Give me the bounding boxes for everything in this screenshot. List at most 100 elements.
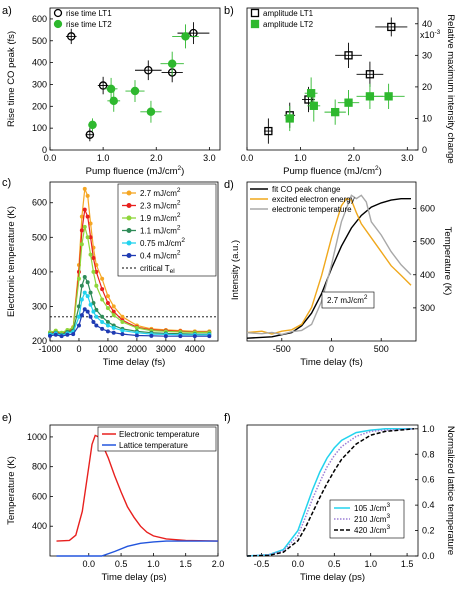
series-line bbox=[56, 434, 219, 542]
y-axis-label-right-f-main: Normalized lattice temperature bbox=[445, 426, 456, 555]
series-line bbox=[246, 428, 415, 557]
y-axis-label-b-main: Relative maximum intensity change bbox=[445, 14, 456, 163]
y-tick-label-a-main: 600 bbox=[32, 14, 47, 24]
data-point bbox=[192, 334, 197, 339]
data-point bbox=[82, 224, 87, 229]
legend-label-sup: 2 bbox=[177, 212, 181, 219]
y-tick-label-d: 300 bbox=[420, 303, 435, 313]
y-tick-label-f-main: 1.0 bbox=[422, 424, 435, 434]
x-axis-label-a-tail: ) bbox=[181, 166, 184, 177]
data-point bbox=[88, 290, 93, 295]
data-point bbox=[111, 309, 116, 314]
data-point bbox=[105, 319, 110, 324]
x-axis-label-b-main: Pump fluence (mJ/cm bbox=[283, 166, 375, 177]
annotation-text: 2.7 mJ/cm2 bbox=[327, 294, 368, 305]
data-point bbox=[144, 66, 153, 75]
legend-label: 0.4 mJ/cm2 bbox=[140, 250, 181, 261]
x-tick-label-f: 0.0 bbox=[292, 559, 305, 569]
y-tick-label-a: 0 bbox=[42, 145, 47, 155]
data-point bbox=[207, 334, 212, 339]
x-tick-label-e-main: 0.5 bbox=[115, 559, 128, 569]
y-tick-label-b-main: 30 bbox=[422, 50, 432, 60]
data-point bbox=[94, 314, 99, 319]
data-point bbox=[82, 186, 87, 191]
x-tick-label-a: 3.0 bbox=[203, 153, 216, 163]
y-tick-label-b-main: 20 bbox=[422, 82, 432, 92]
y-tick-label-d-main: 500 bbox=[420, 237, 435, 247]
legend-label: 210 J/cm3 bbox=[354, 513, 390, 524]
y-tick-label-e: 400 bbox=[32, 521, 47, 531]
legend-box bbox=[97, 426, 217, 452]
y-tick-label-a: 300 bbox=[32, 79, 47, 89]
y-tick-label-c-main: 300 bbox=[32, 301, 47, 311]
legend-label-main: rise time LT2 bbox=[66, 20, 112, 29]
y-tick-label-f-main: 0.8 bbox=[422, 449, 435, 459]
data-point bbox=[387, 22, 396, 32]
x-tick-label-e: 0.0 bbox=[83, 559, 96, 569]
panel-f: -0.5 0.0 0.5 1.0 1.5 0.0 0.2 0.4 0.6 0.8 1.0 f) Time… bbox=[224, 412, 456, 583]
y-multiplier-b-sup: -3 bbox=[435, 29, 441, 36]
y-axis-label-c: Electronic temperature (K) bbox=[6, 206, 17, 317]
y-tick-label-e: 800 bbox=[32, 462, 47, 472]
panel-e: 0.0 0.5 1.0 1.5 2.0 400 600 800 1000 e) Time delay… bbox=[2, 412, 224, 583]
legend-label-main: fit CO peak change bbox=[272, 185, 341, 194]
legend-label-sub: el bbox=[170, 268, 176, 275]
data-point bbox=[134, 333, 139, 338]
panel-label-f: f) bbox=[224, 412, 231, 424]
data-point bbox=[134, 325, 139, 330]
data-point bbox=[100, 297, 105, 302]
data-point bbox=[146, 107, 156, 117]
plot-frame-b bbox=[246, 7, 419, 151]
legend-label-main: Electronic temperature bbox=[119, 430, 200, 439]
y-tick-label-a-main: 100 bbox=[32, 123, 47, 133]
x-tick-label-c-main: 4000 bbox=[185, 344, 205, 354]
x-tick-label-c: -1000 bbox=[38, 344, 61, 354]
panel-label-a: a) bbox=[2, 5, 12, 17]
legend-label: rise time LT2 bbox=[66, 20, 112, 29]
panel-c: -1000 0 1000 2000 3000 4000 200 300 400 500 600 c) T… bbox=[2, 177, 219, 368]
data-point bbox=[178, 334, 183, 339]
x-tick-label-c-main: 0 bbox=[76, 344, 81, 354]
data-point bbox=[82, 275, 87, 280]
legend-marker bbox=[126, 228, 132, 233]
data-point bbox=[85, 294, 90, 299]
x-tick-label-f-main: 1.5 bbox=[401, 559, 414, 569]
panel-label-b-main: b) bbox=[224, 5, 234, 17]
y-tick-label-e-main: 600 bbox=[32, 491, 47, 501]
x-tick-label-d-main: -500 bbox=[273, 344, 291, 354]
legend-label-main: 0.75 mJ/cm bbox=[140, 239, 182, 248]
y-tick-label-c-main: 400 bbox=[32, 267, 47, 277]
legend-label-main: electronic temperature bbox=[272, 205, 352, 214]
legend-label: Electronic temperature bbox=[119, 430, 200, 439]
data-point bbox=[106, 84, 116, 94]
data-point bbox=[65, 332, 70, 337]
y-multiplier-b: x10-3 bbox=[420, 29, 441, 40]
panel-label-f-main: f) bbox=[224, 412, 231, 424]
panel-a: 0.0 1.0 2.0 3.0 0 100 200 300 400 500 600 a) Pump fl… bbox=[2, 5, 221, 177]
x-tick-label-c: 3000 bbox=[156, 344, 176, 354]
data-point bbox=[100, 287, 105, 292]
x-tick-label-f: -0.5 bbox=[254, 559, 270, 569]
x-tick-label-c: 0 bbox=[76, 344, 81, 354]
legend-label: 2.3 mJ/cm2 bbox=[140, 200, 181, 211]
x-axis-label-c: Time delay (fs) bbox=[103, 357, 165, 368]
data-point bbox=[111, 304, 116, 309]
y-tick-label-d: 400 bbox=[420, 270, 435, 280]
y-tick-label-a: 500 bbox=[32, 36, 47, 46]
y-tick-label-f-main: 0.6 bbox=[422, 475, 435, 485]
legend-label-main: 105 J/cm bbox=[354, 504, 387, 513]
x-tick-label-f-main: 0.0 bbox=[292, 559, 305, 569]
x-tick-label-f: 0.5 bbox=[328, 559, 341, 569]
y-tick-label-a-main: 300 bbox=[32, 79, 47, 89]
y-tick-label-b-main: 0 bbox=[422, 145, 427, 155]
x-axis-label-d-main: Time delay (fs) bbox=[300, 357, 362, 368]
y-axis-label-right-d-main: Temperature (K) bbox=[442, 227, 453, 296]
y-tick-label-a: 400 bbox=[32, 58, 47, 68]
x-tick-label-d-main: 500 bbox=[374, 344, 389, 354]
plot-frame-c bbox=[49, 181, 219, 342]
y-axis-label-right-f: Normalized lattice temperature bbox=[445, 426, 456, 555]
legend-marker bbox=[126, 240, 132, 246]
data-point bbox=[85, 235, 90, 240]
data-point bbox=[98, 81, 108, 90]
